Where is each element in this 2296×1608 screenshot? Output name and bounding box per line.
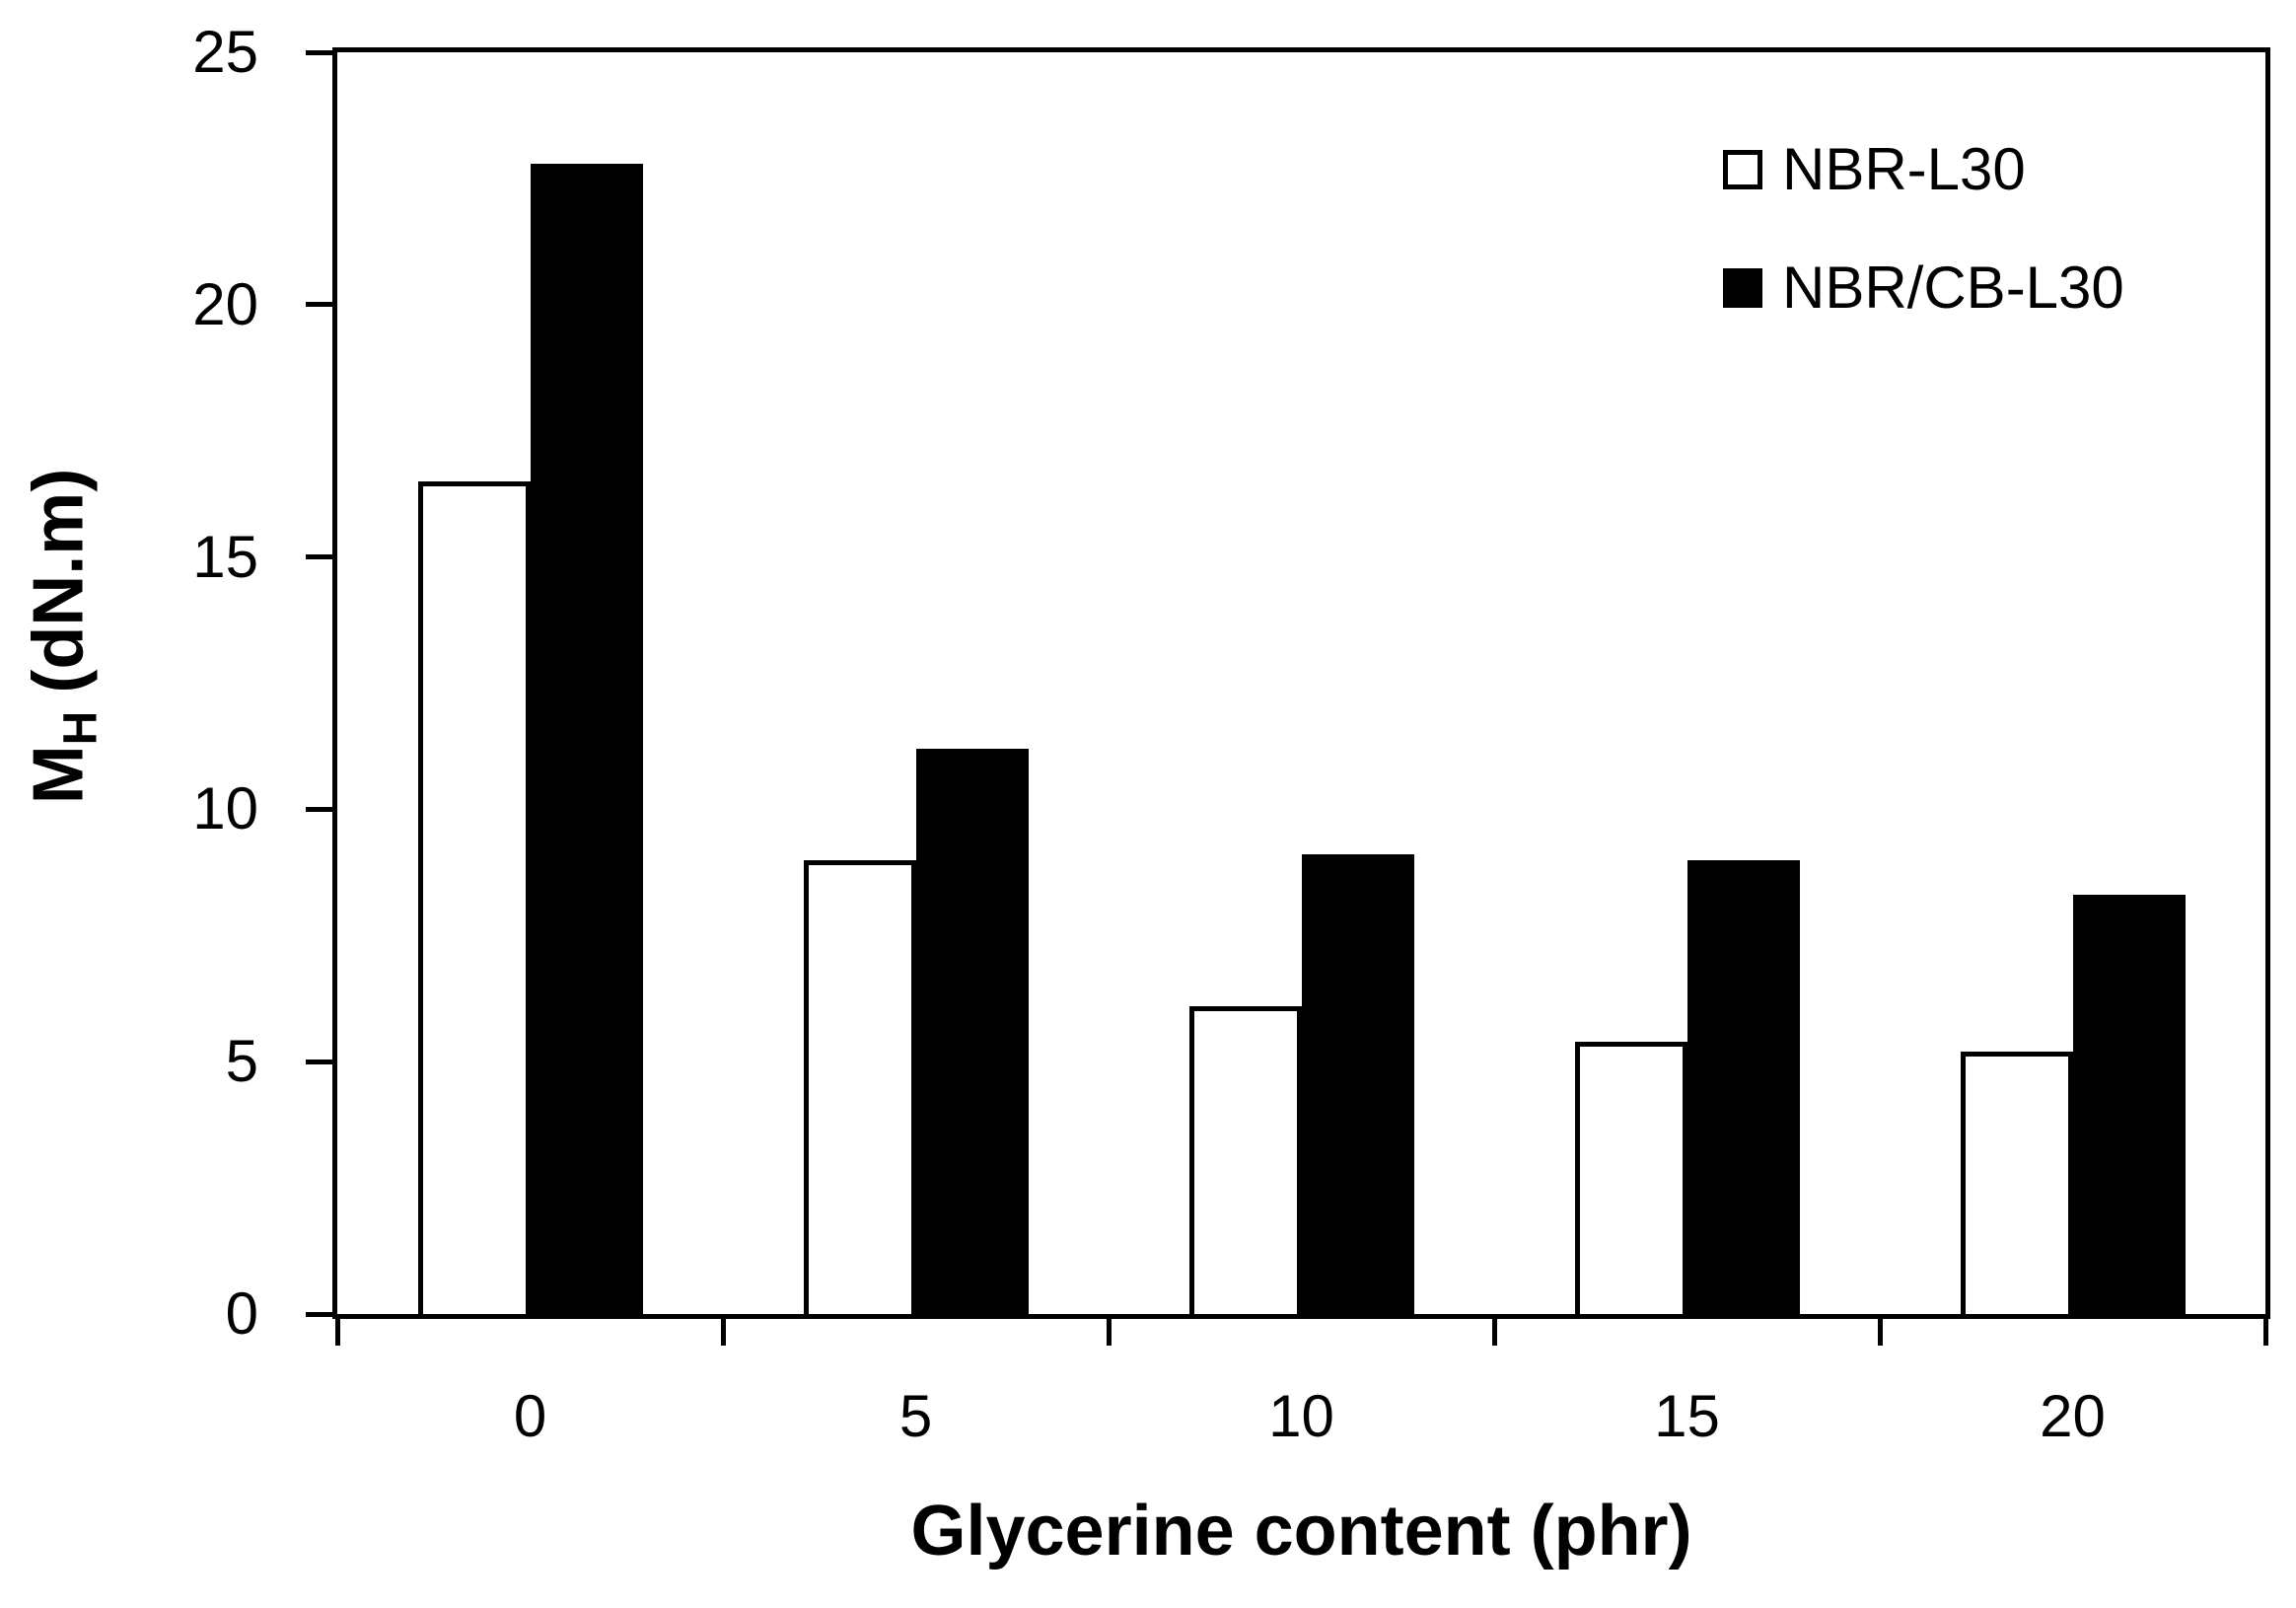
y-axis-title-subscript: H: [54, 710, 108, 746]
bar-nbr-l30-x20: [1960, 1051, 2073, 1314]
y-axis-tick-label: 20: [192, 270, 258, 337]
legend-swatch-filled-icon: [1723, 268, 1762, 308]
bar-nbr-l30-x0: [417, 480, 531, 1314]
bar-nbr-cb-l30-x5: [915, 749, 1029, 1314]
x-axis-tick-label: 15: [1654, 1383, 1720, 1449]
x-axis-tick: [2262, 1319, 2268, 1346]
legend-label-nbr-l30: NBR-L30: [1782, 136, 2026, 202]
x-axis-tick-label: 20: [2040, 1383, 2106, 1449]
y-axis-tick-label: 5: [225, 1028, 258, 1095]
y-axis-tick-label: 15: [192, 523, 258, 590]
legend: NBR-L30 NBR/CB-L30: [1723, 139, 2124, 319]
y-axis-title: MH(dN.m): [20, 469, 121, 805]
y-axis-tick: [306, 806, 332, 812]
x-axis-tick: [334, 1319, 340, 1346]
x-axis-tick-label: 0: [513, 1383, 547, 1449]
legend-item-nbr-l30: NBR-L30: [1723, 139, 2124, 200]
bar-nbr-cb-l30-x10: [1301, 854, 1414, 1314]
bar-nbr-l30-x5: [803, 859, 916, 1314]
x-axis-tick: [1106, 1319, 1112, 1346]
legend-swatch-open-icon: [1723, 150, 1762, 189]
bar-nbr-cb-l30-x15: [1686, 859, 1800, 1314]
bar-nbr-l30-x15: [1574, 1041, 1687, 1314]
x-axis-tick-label: 10: [1268, 1383, 1334, 1449]
bar-nbr-cb-l30-x0: [530, 163, 643, 1314]
x-axis-tick: [1877, 1319, 1883, 1346]
y-axis-tick: [306, 49, 332, 55]
y-axis-tick-label: 0: [225, 1280, 258, 1347]
x-axis-tick: [720, 1319, 726, 1346]
plot-area: Glycerine content (phr) NBR-L30 NBR/CB-L…: [192, 22, 2270, 1571]
legend-label-nbr-cb-l30: NBR/CB-L30: [1782, 255, 2124, 321]
legend-item-nbr-cb-l30: NBR/CB-L30: [1723, 257, 2124, 319]
y-axis-tick-label: 10: [192, 775, 258, 842]
bar-nbr-l30-x10: [1188, 1005, 1302, 1314]
y-axis-tick: [306, 302, 332, 308]
y-axis-tick: [306, 1311, 332, 1317]
x-axis-tick: [1491, 1319, 1497, 1346]
y-axis-tick: [306, 554, 332, 560]
bar-nbr-cb-l30-x20: [2072, 895, 2186, 1314]
x-axis-title: Glycerine content (phr): [910, 1492, 1692, 1571]
y-axis-tick: [306, 1059, 332, 1064]
x-axis-tick-label: 5: [898, 1383, 933, 1449]
y-axis-tick-label: 25: [192, 19, 258, 85]
